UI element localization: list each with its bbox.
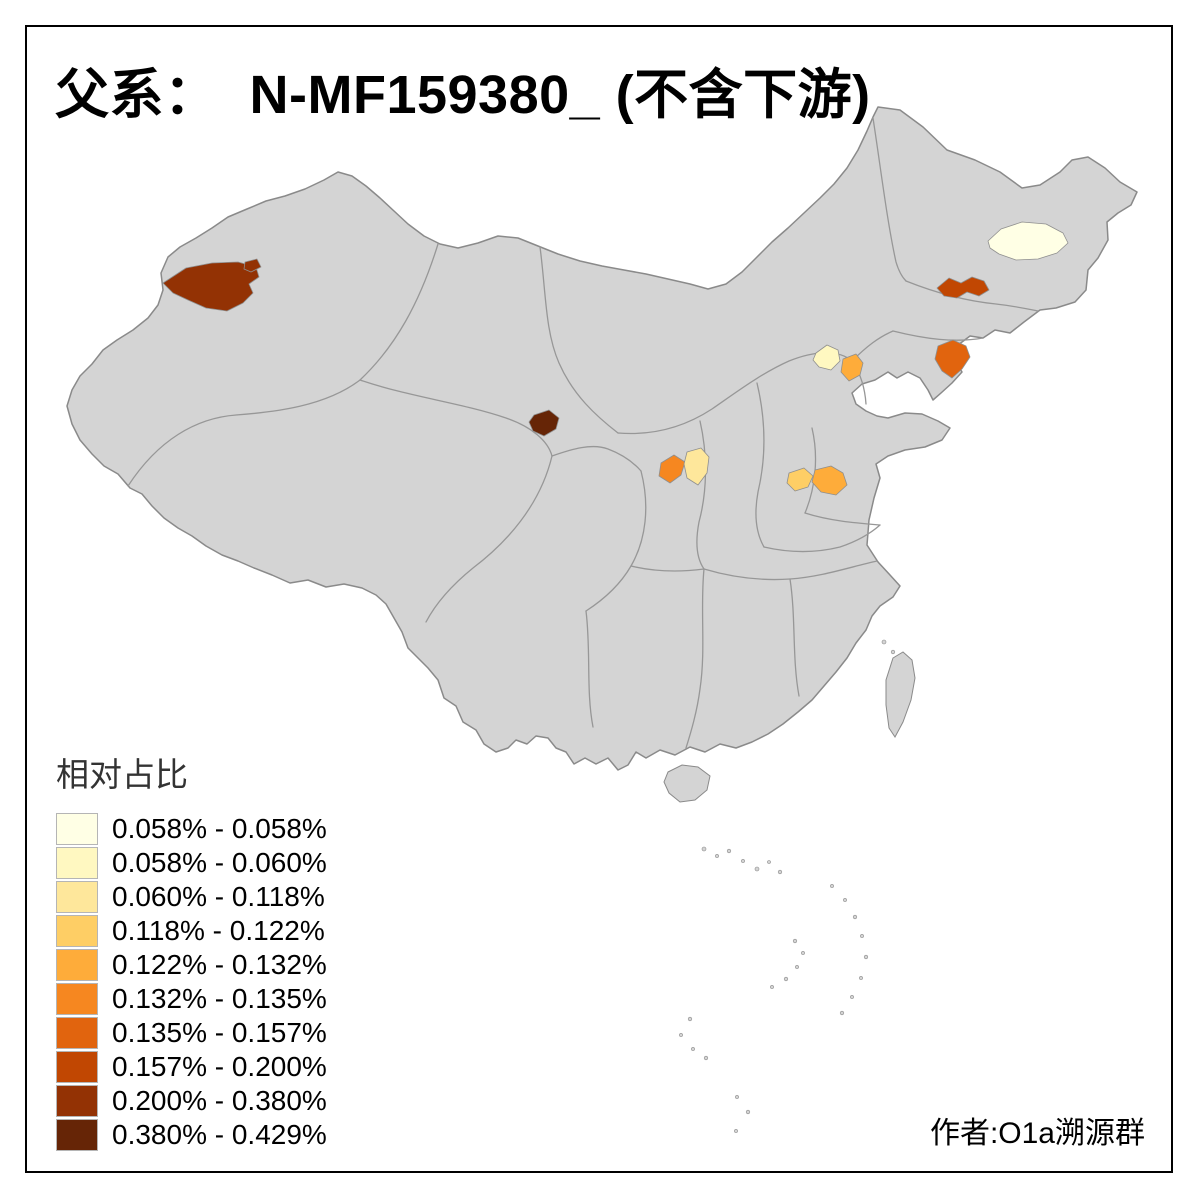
region-henan-east xyxy=(811,465,848,496)
province-border xyxy=(804,512,881,526)
region-jilin-central xyxy=(936,276,990,299)
province-border xyxy=(789,578,800,697)
region-shanxi-south xyxy=(683,447,710,486)
legend-label: 0.132% - 0.135% xyxy=(112,983,327,1014)
legend-item: 0.060% - 0.118% xyxy=(56,880,327,914)
legend-swatch xyxy=(56,915,98,947)
legend-swatch xyxy=(56,881,98,913)
region-heilongjiang-central xyxy=(987,221,1069,261)
province-border xyxy=(127,243,439,487)
province-border xyxy=(755,382,765,548)
legend-swatch xyxy=(56,1051,98,1083)
legend-label: 0.118% - 0.122% xyxy=(112,915,325,946)
province-border xyxy=(425,455,553,623)
legend-label: 0.200% - 0.380% xyxy=(112,1085,327,1116)
legend-label: 0.122% - 0.132% xyxy=(112,949,327,980)
mainland-outline xyxy=(66,106,1138,771)
legend-label: 0.135% - 0.157% xyxy=(112,1017,327,1048)
legend-label: 0.380% - 0.429% xyxy=(112,1119,327,1150)
legend-label: 0.058% - 0.058% xyxy=(112,813,327,844)
legend-label: 0.058% - 0.060% xyxy=(112,847,327,878)
region-beijing xyxy=(812,344,841,371)
province-border xyxy=(892,330,984,341)
legend: 相对占比 0.058% - 0.058% 0.058% - 0.060% 0.0… xyxy=(56,748,327,1152)
province-border xyxy=(763,524,881,553)
legend-label: 0.157% - 0.200% xyxy=(112,1051,327,1082)
region-qinghai-north xyxy=(528,409,560,437)
legend-item: 0.380% - 0.429% xyxy=(56,1118,327,1152)
region-liaoning-south xyxy=(934,339,971,379)
author-credit: 作者:O1a溯源群 xyxy=(929,1117,1145,1150)
region-henan-north xyxy=(786,467,814,492)
page-title: 父系： N-MF159380_ (不含下游) xyxy=(55,65,871,125)
legend-item: 0.200% - 0.380% xyxy=(56,1084,327,1118)
region-xinjiang-west-exclave xyxy=(243,258,262,273)
province-border xyxy=(905,280,1039,312)
legend-item: 0.118% - 0.122% xyxy=(56,914,327,948)
region-tianjin xyxy=(840,353,864,382)
taiwan-island xyxy=(885,651,916,738)
legend-item: 0.058% - 0.058% xyxy=(56,812,327,846)
plot-frame xyxy=(25,25,1173,1173)
province-border xyxy=(630,565,705,572)
islands xyxy=(663,651,916,803)
legend-item: 0.135% - 0.157% xyxy=(56,1016,327,1050)
highlighted-regions xyxy=(162,221,1069,496)
legend-swatch xyxy=(56,983,98,1015)
legend-swatch xyxy=(56,1119,98,1151)
region-shaanxi-east xyxy=(658,454,686,484)
legend-title: 相对占比 xyxy=(56,756,188,793)
province-border xyxy=(872,117,907,282)
province-border xyxy=(685,568,705,749)
legend-swatch xyxy=(56,1085,98,1117)
legend-item: 0.132% - 0.135% xyxy=(56,982,327,1016)
legend-swatch xyxy=(56,1017,98,1049)
region-xinjiang-west xyxy=(162,261,260,312)
legend-item: 0.122% - 0.132% xyxy=(56,948,327,982)
legend-label: 0.060% - 0.118% xyxy=(112,881,325,912)
hainan-island xyxy=(663,764,711,803)
legend-item: 0.058% - 0.060% xyxy=(56,846,327,880)
province-border xyxy=(696,420,707,570)
legend-swatch xyxy=(56,813,98,845)
province-borders xyxy=(127,117,1039,749)
legend-swatch xyxy=(56,847,98,879)
province-border xyxy=(539,246,619,434)
legend-item: 0.157% - 0.200% xyxy=(56,1050,327,1084)
legend-swatch xyxy=(56,949,98,981)
sea-islets xyxy=(679,639,896,1133)
province-border xyxy=(359,379,553,457)
province-border xyxy=(551,445,642,472)
province-border xyxy=(585,610,594,728)
